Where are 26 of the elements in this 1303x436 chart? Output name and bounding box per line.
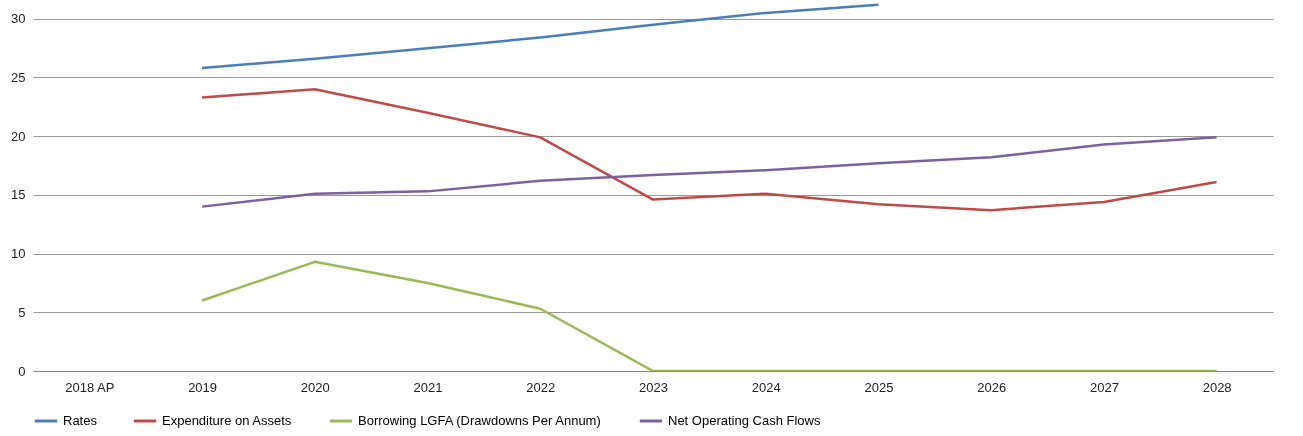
line-series [200, 260, 1218, 371]
legend-label: Expenditure on Assets [162, 413, 292, 428]
x-tick-label: 2026 [977, 379, 1007, 395]
y-tick-label: 10 [11, 246, 26, 262]
legend-label: Borrowing LGFA (Drawdowns Per Annum) [358, 413, 601, 428]
line-series [200, 3, 880, 70]
y-tick-label: 15 [11, 187, 26, 203]
y-tick-label: 20 [11, 128, 26, 144]
x-tick-label: 2025 [864, 379, 894, 395]
line-series [200, 87, 1218, 212]
x-tick-label: 2022 [526, 379, 556, 395]
legend-label: Net Operating Cash Flows [668, 413, 821, 428]
x-tick-label: 2024 [751, 379, 781, 395]
x-tick-label: 2028 [1202, 379, 1232, 395]
y-tick-label: 5 [18, 304, 26, 320]
x-tick-label: 2018 AP [65, 379, 115, 395]
x-tick-label: 2019 [188, 379, 218, 395]
line-series [200, 136, 1218, 208]
legend-label: Rates [63, 413, 98, 428]
x-tick-label: 2020 [300, 379, 330, 395]
y-tick-label: 30 [11, 11, 26, 27]
y-tick-label: 25 [11, 69, 26, 85]
y-tick-label: 0 [18, 363, 26, 379]
x-tick-label: 2021 [413, 379, 443, 395]
x-tick-label: 2027 [1089, 379, 1119, 395]
x-tick-label: 2023 [639, 379, 668, 395]
